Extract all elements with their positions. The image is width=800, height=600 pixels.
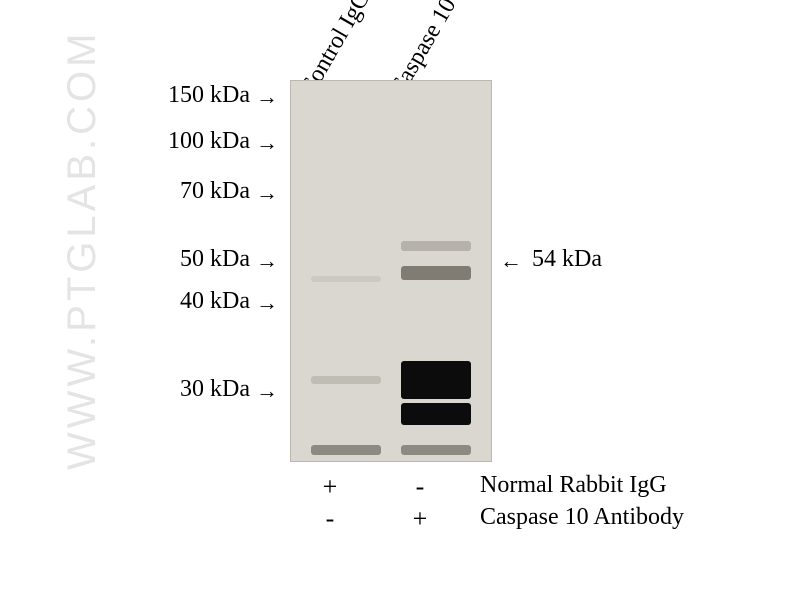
target-band-label: 54 kDa	[532, 246, 602, 273]
band	[401, 266, 471, 280]
lane-control	[301, 81, 391, 461]
arrow-right-icon: →	[256, 132, 278, 154]
legend-sign: -	[405, 472, 435, 502]
arrow-right-icon: →	[256, 292, 278, 314]
legend-sign: +	[315, 472, 345, 502]
arrow-right-icon: →	[256, 86, 278, 108]
arrow-left-icon: ←	[500, 250, 522, 272]
band-strong	[401, 361, 471, 399]
arrow-right-icon: →	[256, 182, 278, 204]
legend-label: Normal Rabbit IgG	[480, 472, 667, 499]
band	[311, 445, 381, 455]
legend-sign: +	[405, 504, 435, 534]
band-strong	[401, 403, 471, 425]
ladder-label: 30 kDa	[120, 376, 250, 403]
band	[311, 276, 381, 282]
blot-area	[290, 80, 492, 462]
ladder-label: 40 kDa	[120, 288, 250, 315]
arrow-right-icon: →	[256, 380, 278, 402]
ladder-label: 50 kDa	[120, 246, 250, 273]
legend-sign: -	[315, 504, 345, 534]
band	[401, 445, 471, 455]
figure-container: WWW.PTGLAB.COM Control IgG Caspase 10 15…	[0, 0, 800, 600]
ladder-label: 100 kDa	[120, 128, 250, 155]
ladder-label: 70 kDa	[120, 178, 250, 205]
arrow-right-icon: →	[256, 250, 278, 272]
band	[401, 241, 471, 251]
watermark-text: WWW.PTGLAB.COM	[60, 30, 105, 470]
legend-label: Caspase 10 Antibody	[480, 504, 684, 531]
ladder-label: 150 kDa	[120, 82, 250, 109]
band	[311, 376, 381, 384]
